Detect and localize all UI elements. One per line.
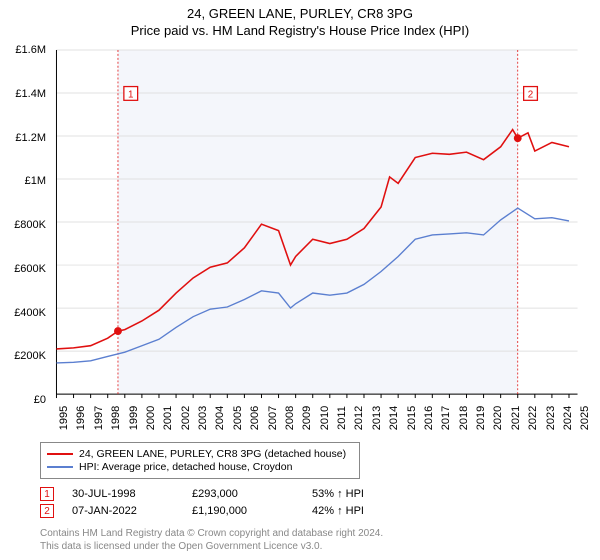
sales-table: 1 30-JUL-1998 £293,000 53% ↑ HPI 2 07-JA… <box>40 484 432 521</box>
x-tick-label: 2023 <box>545 406 557 430</box>
y-tick-label: £200K <box>14 350 46 362</box>
footnote-line-2: This data is licensed under the Open Gov… <box>40 541 383 554</box>
svg-text:2: 2 <box>528 89 533 100</box>
x-tick-label: 2007 <box>267 406 279 430</box>
x-tick-label: 2019 <box>475 406 487 430</box>
y-tick-label: £0 <box>34 394 46 406</box>
footnote: Contains HM Land Registry data © Crown c… <box>40 528 383 553</box>
sale-row: 2 07-JAN-2022 £1,190,000 42% ↑ HPI <box>40 504 432 518</box>
y-tick-label: £1.6M <box>15 44 46 56</box>
sale-marker-box: 1 <box>40 487 54 501</box>
sale-row: 1 30-JUL-1998 £293,000 53% ↑ HPI <box>40 487 432 501</box>
sale-marker-box: 2 <box>40 504 54 518</box>
legend-swatch <box>47 466 73 468</box>
x-tick-label: 2022 <box>527 406 539 430</box>
sale-price: £1,190,000 <box>192 505 312 517</box>
x-tick-label: 2008 <box>284 406 296 430</box>
x-tick-label: 2000 <box>145 406 157 430</box>
x-axis: 1995 1996 1997 1998 1999 2000 2001 2002 2003 2004… <box>52 404 582 444</box>
x-tick-label: 2015 <box>406 406 418 430</box>
legend: 24, GREEN LANE, PURLEY, CR8 3PG (detache… <box>40 442 360 479</box>
x-tick-label: 2002 <box>180 406 192 430</box>
sale-price: £293,000 <box>192 488 312 500</box>
x-tick-label: 2006 <box>249 406 261 430</box>
title-line-1: 24, GREEN LANE, PURLEY, CR8 3PG <box>0 6 600 21</box>
sale-date: 07-JAN-2022 <box>72 505 192 517</box>
x-tick-label: 2001 <box>162 406 174 430</box>
legend-item: HPI: Average price, detached house, Croy… <box>47 461 353 473</box>
x-tick-label: 2004 <box>215 406 227 430</box>
x-tick-label: 2010 <box>319 406 331 430</box>
legend-swatch <box>47 453 73 455</box>
y-tick-label: £1M <box>25 175 46 187</box>
x-tick-label: 1998 <box>110 406 122 430</box>
x-tick-label: 2024 <box>562 406 574 430</box>
sale-pct: 42% ↑ HPI <box>312 505 432 517</box>
x-tick-label: 2003 <box>197 406 209 430</box>
legend-item: 24, GREEN LANE, PURLEY, CR8 3PG (detache… <box>47 448 353 460</box>
footnote-line-1: Contains HM Land Registry data © Crown c… <box>40 528 383 541</box>
chart-plot: 12 <box>52 50 582 400</box>
x-tick-label: 2014 <box>388 406 400 430</box>
y-axis: £0£200K£400K£600K£800K£1M£1.2M£1.4M£1.6M <box>0 50 50 400</box>
x-tick-label: 2009 <box>302 406 314 430</box>
legend-label: 24, GREEN LANE, PURLEY, CR8 3PG (detache… <box>79 448 346 460</box>
sale-date: 30-JUL-1998 <box>72 488 192 500</box>
x-tick-label: 1999 <box>128 406 140 430</box>
title-block: 24, GREEN LANE, PURLEY, CR8 3PG Price pa… <box>0 0 600 40</box>
x-tick-label: 2011 <box>336 406 348 430</box>
y-tick-label: £600K <box>14 263 46 275</box>
x-tick-label: 2020 <box>493 406 505 430</box>
x-tick-label: 2013 <box>371 406 383 430</box>
sale-pct: 53% ↑ HPI <box>312 488 432 500</box>
x-tick-label: 1996 <box>76 406 88 430</box>
y-tick-label: £1.4M <box>15 88 46 100</box>
chart-container: 24, GREEN LANE, PURLEY, CR8 3PG Price pa… <box>0 0 600 560</box>
x-tick-label: 2016 <box>423 406 435 430</box>
title-line-2: Price paid vs. HM Land Registry's House … <box>0 23 600 38</box>
chart-area: 12 <box>52 50 582 400</box>
x-tick-label: 2021 <box>510 406 522 430</box>
y-tick-label: £800K <box>14 219 46 231</box>
x-tick-label: 2025 <box>580 406 592 430</box>
x-tick-label: 1997 <box>93 406 105 430</box>
svg-text:1: 1 <box>128 89 133 100</box>
x-tick-label: 2005 <box>232 406 244 430</box>
y-tick-label: £400K <box>14 307 46 319</box>
y-tick-label: £1.2M <box>15 132 46 144</box>
x-tick-label: 1995 <box>58 406 70 430</box>
legend-label: HPI: Average price, detached house, Croy… <box>79 461 292 473</box>
x-tick-label: 2012 <box>354 406 366 430</box>
x-tick-label: 2018 <box>458 406 470 430</box>
x-tick-label: 2017 <box>441 406 453 430</box>
